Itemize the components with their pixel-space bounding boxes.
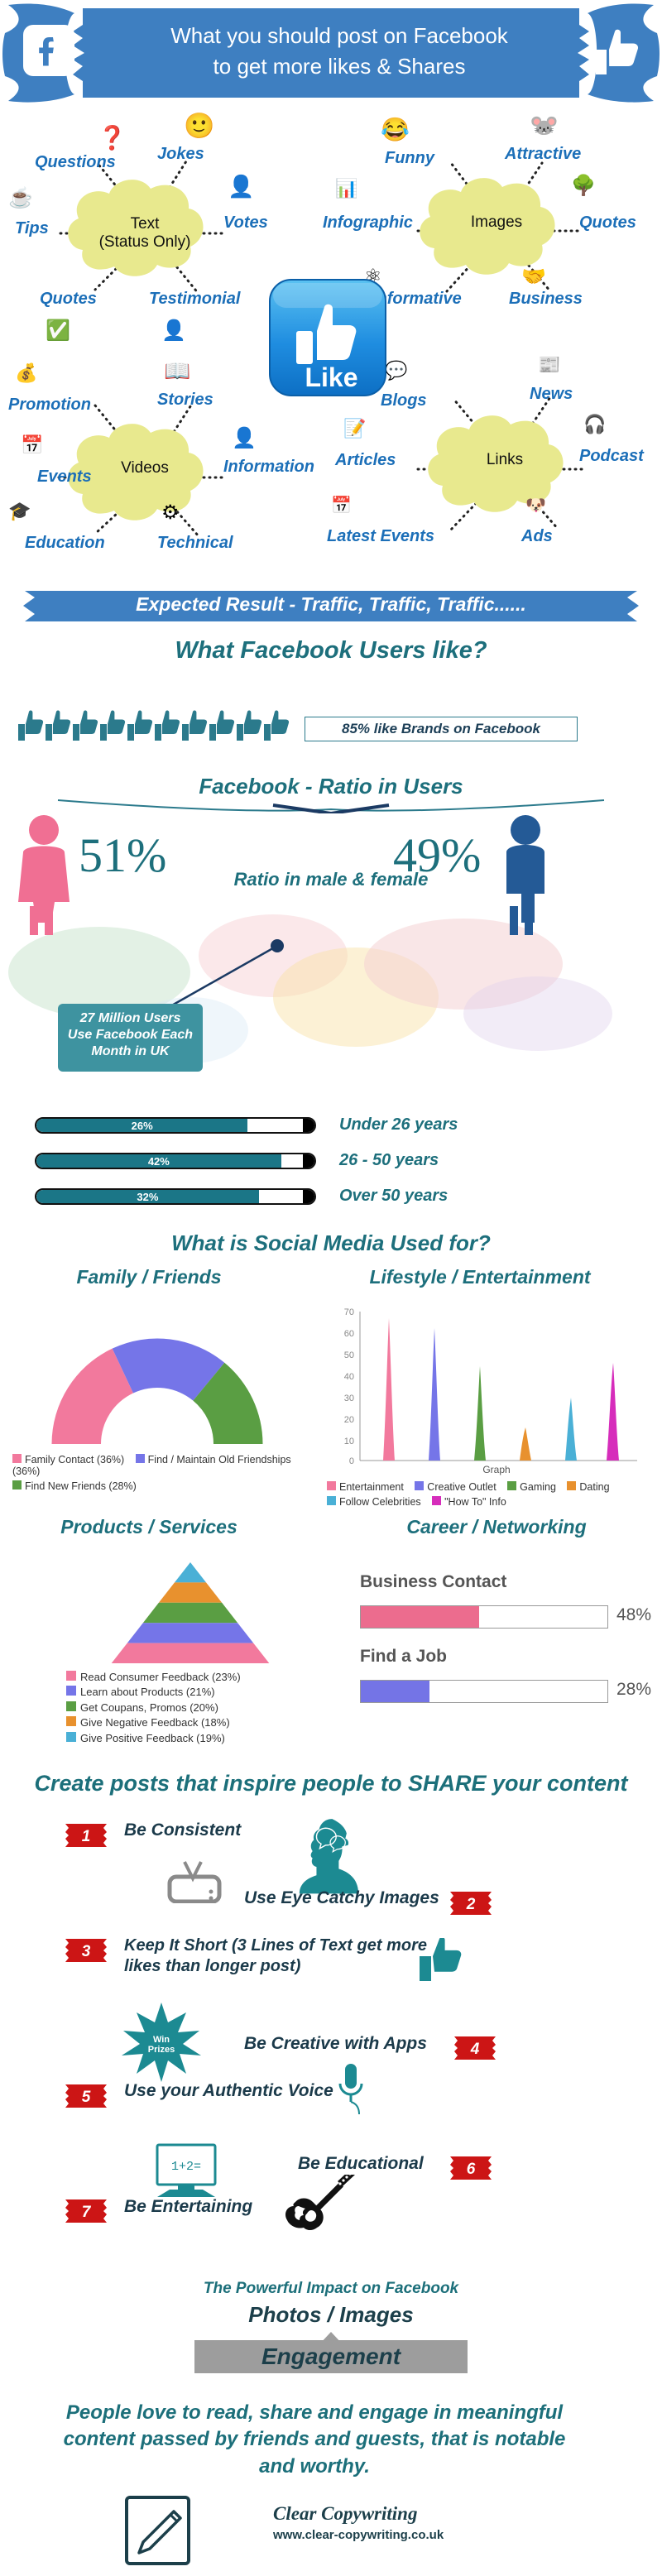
svg-text:20: 20 xyxy=(344,1415,354,1425)
svg-text:0: 0 xyxy=(349,1456,354,1466)
svg-text:2: 2 xyxy=(466,1896,476,1913)
svg-text:30: 30 xyxy=(344,1394,354,1403)
svg-text:1+2=: 1+2= xyxy=(171,2160,201,2174)
svg-text:Win: Win xyxy=(153,2035,170,2045)
svg-text:40: 40 xyxy=(344,1372,354,1382)
svg-text:6: 6 xyxy=(467,2161,476,2178)
svg-text:5: 5 xyxy=(82,2089,91,2106)
svg-text:70: 70 xyxy=(344,1307,354,1317)
svg-text:10: 10 xyxy=(344,1437,354,1446)
svg-text:Graph: Graph xyxy=(482,1464,510,1475)
svg-text:Prizes: Prizes xyxy=(148,2045,175,2055)
svg-text:3: 3 xyxy=(82,1943,91,1960)
svg-text:7: 7 xyxy=(82,2204,92,2221)
svg-text:60: 60 xyxy=(344,1329,354,1339)
svg-text:4: 4 xyxy=(470,2041,480,2058)
svg-text:50: 50 xyxy=(344,1350,354,1360)
svg-text:1: 1 xyxy=(82,1828,91,1845)
